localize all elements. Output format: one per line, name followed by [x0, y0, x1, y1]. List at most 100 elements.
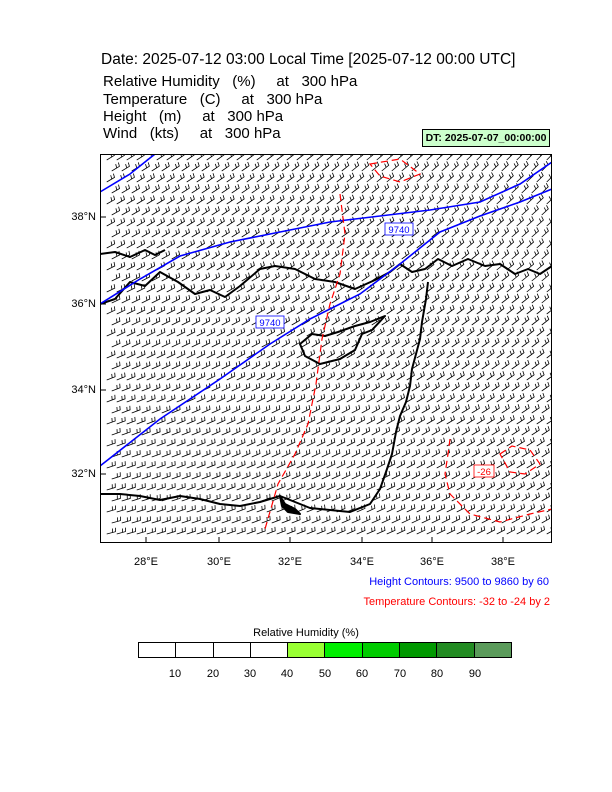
wind-barb	[236, 438, 246, 447]
wind-barb	[136, 350, 146, 359]
wind-barb	[496, 503, 506, 513]
wind-barb	[241, 449, 251, 458]
wind-barb	[481, 249, 490, 260]
wind-barb	[521, 293, 530, 304]
wind-barb	[146, 306, 156, 315]
wind-barb	[321, 471, 331, 480]
wind-barb	[306, 371, 316, 381]
wind-barb	[271, 294, 280, 304]
wind-barb	[146, 527, 156, 535]
wind-barb	[126, 328, 136, 337]
wind-barb	[131, 383, 141, 392]
wind-barb	[331, 427, 341, 436]
wind-barb	[241, 161, 250, 172]
wind-barb	[546, 238, 552, 249]
wind-barb	[496, 282, 505, 293]
field-at: at	[199, 125, 213, 142]
wind-barb	[116, 439, 126, 447]
wind-barb	[166, 527, 176, 535]
wind-barb	[236, 305, 246, 315]
wind-barb	[256, 172, 265, 183]
wind-barb	[366, 504, 376, 513]
wind-barb	[436, 415, 445, 425]
wind-barb	[486, 282, 495, 293]
wind-barb	[366, 238, 375, 249]
wind-barb	[296, 371, 306, 381]
wind-barb	[286, 526, 296, 535]
colorbar-box	[139, 643, 177, 657]
wind-barb	[376, 260, 385, 271]
wind-barb	[176, 527, 186, 535]
wind-barb	[276, 526, 286, 535]
wind-barb	[146, 261, 156, 271]
wind-barb	[131, 206, 140, 216]
wind-barb	[511, 448, 520, 458]
wind-barb	[321, 250, 330, 260]
wind-barb	[461, 249, 470, 260]
wind-barb	[501, 293, 510, 304]
wind-barb	[426, 459, 436, 469]
wind-barb	[461, 161, 469, 172]
lon-label: 36°E	[420, 556, 444, 568]
wind-barb	[216, 217, 225, 227]
wind-barb	[411, 448, 421, 458]
wind-barb	[351, 205, 360, 216]
wind-barb	[236, 217, 245, 227]
wind-barb	[136, 438, 146, 447]
wind-barb	[361, 183, 370, 194]
wind-barb	[131, 228, 141, 238]
wind-barb	[241, 294, 251, 304]
wind-barb	[161, 206, 170, 216]
wind-barb	[126, 527, 136, 535]
wind-barb	[391, 404, 401, 414]
field-level: 300 hPa	[266, 91, 323, 108]
wind-barb	[351, 272, 360, 282]
wind-barb	[516, 216, 524, 227]
wind-barb	[291, 250, 300, 260]
wind-barb	[266, 416, 276, 425]
wind-barb	[536, 392, 545, 403]
wind-barb	[296, 482, 306, 491]
wind-barb	[276, 239, 285, 249]
wind-barb	[371, 161, 380, 172]
wind-barb	[196, 527, 206, 535]
wind-barb	[256, 305, 266, 315]
wind-barb	[186, 305, 196, 315]
wind-barb	[116, 261, 126, 271]
wind-barb	[281, 228, 290, 238]
wind-barb	[491, 293, 500, 304]
wind-barb	[281, 471, 291, 480]
wind-barb	[351, 404, 361, 414]
wind-barb	[321, 493, 331, 502]
wind-barb	[431, 426, 441, 436]
wind-barb	[126, 372, 136, 381]
wind-barb	[466, 326, 475, 337]
lat-label: 32°N	[71, 468, 96, 480]
wind-barb	[246, 172, 255, 183]
wind-barb	[126, 505, 136, 513]
wind-barb	[536, 304, 545, 315]
wind-barb	[271, 205, 280, 216]
wind-barb	[431, 382, 440, 392]
wind-barb	[111, 228, 121, 238]
wind-barb	[356, 238, 365, 249]
wind-barb	[221, 228, 230, 238]
wind-barb	[406, 437, 416, 447]
wind-barb	[291, 338, 301, 348]
wind-barb	[386, 194, 395, 205]
wind-barb	[501, 337, 510, 348]
wind-barb	[141, 405, 151, 414]
wind-barb	[451, 492, 461, 502]
wind-barb	[476, 437, 485, 447]
wind-barb	[261, 294, 270, 304]
wind-barb	[466, 238, 475, 249]
wind-barb	[521, 359, 530, 370]
field-name: Wind	[103, 125, 138, 142]
wind-barb	[416, 349, 425, 359]
colorbar-label: 90	[468, 668, 482, 680]
wind-barb	[371, 183, 380, 194]
wind-barb	[126, 173, 135, 183]
wind-barb	[311, 227, 320, 238]
wind-barb	[186, 482, 196, 491]
wind-barb	[431, 492, 441, 502]
